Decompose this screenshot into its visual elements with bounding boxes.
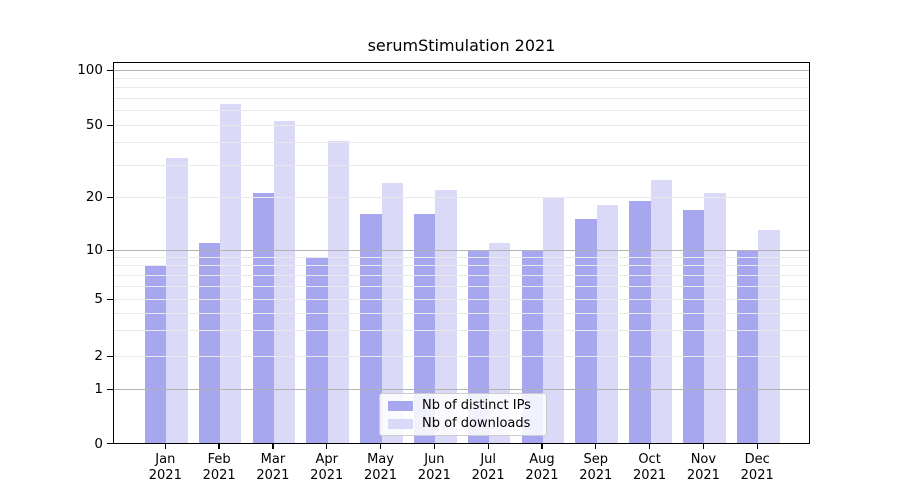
x-tick-label-apr: Apr 2021 xyxy=(310,452,344,483)
bar-downloads-nov xyxy=(704,193,726,443)
gridline-minor-70 xyxy=(114,98,809,99)
gridline-minor-20 xyxy=(114,196,809,198)
bar-downloads-mar xyxy=(273,120,296,443)
y-tick-label-5: 5 xyxy=(94,291,103,307)
legend-entry-distinct-ips: Nb of distinct IPs xyxy=(388,398,546,413)
bar-distinct-ips-jun xyxy=(414,214,436,443)
y-tick-label-50: 50 xyxy=(85,117,103,133)
x-tick-mark-feb xyxy=(218,444,220,449)
bar-distinct-ips-feb xyxy=(198,243,221,443)
bar-distinct-ips-jan xyxy=(145,266,167,443)
gridline-minor-3 xyxy=(114,330,809,332)
y-tick-mark-1 xyxy=(107,388,113,390)
x-tick-label-jul: Jul 2021 xyxy=(471,452,505,483)
plot-area xyxy=(113,62,810,444)
y-tick-label-10: 10 xyxy=(85,242,103,258)
legend-entry-downloads: Nb of downloads xyxy=(388,416,546,431)
gridline-minor-50 xyxy=(114,124,809,126)
x-tick-mark-oct xyxy=(648,444,651,449)
y-tick-mark-10 xyxy=(107,249,113,251)
bar-downloads-dec xyxy=(758,230,780,443)
x-tick-mark-mar xyxy=(272,444,274,449)
y-tick-mark-2 xyxy=(107,355,113,357)
legend: Nb of distinct IPs Nb of downloads xyxy=(379,393,547,436)
x-tick-mark-sep xyxy=(595,444,597,449)
gridline-minor-90 xyxy=(114,78,809,80)
y-tick-mark-5 xyxy=(107,298,113,300)
bar-distinct-ips-apr xyxy=(306,257,328,443)
y-tick-label-2: 2 xyxy=(94,348,103,364)
x-tick-label-sep: Sep 2021 xyxy=(579,452,613,483)
gridline-minor-6 xyxy=(114,285,809,287)
bar-distinct-ips-may xyxy=(360,214,382,443)
gridline-minor-2 xyxy=(114,355,809,357)
y-tick-mark-100 xyxy=(107,69,113,71)
gridline-major-1 xyxy=(114,388,809,390)
x-tick-mark-may xyxy=(379,444,382,449)
chart-title: serumStimulation 2021 xyxy=(367,36,556,55)
gridline-minor-30 xyxy=(114,164,809,166)
x-tick-label-dec: Dec 2021 xyxy=(740,452,774,483)
bar-downloads-oct xyxy=(650,179,672,443)
x-tick-mark-jan xyxy=(164,444,166,449)
bar-downloads-apr xyxy=(327,140,350,443)
gridline-major-100 xyxy=(114,69,809,71)
y-tick-mark-0 xyxy=(107,443,113,445)
gridline-minor-4 xyxy=(114,312,809,314)
x-tick-mark-jun xyxy=(433,444,435,449)
bar-downloads-aug xyxy=(542,197,565,443)
bar-distinct-ips-mar xyxy=(252,193,274,443)
x-tick-label-feb: Feb 2021 xyxy=(202,452,236,483)
y-tick-mark-20 xyxy=(107,196,113,198)
bar-downloads-jan xyxy=(166,157,188,443)
y-tick-label-20: 20 xyxy=(85,189,103,205)
gridline-minor-60 xyxy=(114,110,809,112)
gridline-minor-40 xyxy=(114,142,809,144)
bar-distinct-ips-dec xyxy=(736,250,759,443)
x-tick-label-oct: Oct 2021 xyxy=(633,452,667,483)
x-tick-label-jan: Jan 2021 xyxy=(148,452,182,483)
legend-swatch-downloads xyxy=(388,418,413,429)
gridline-minor-80 xyxy=(114,87,809,89)
gridline-minor-7 xyxy=(114,274,809,276)
x-tick-mark-apr xyxy=(326,444,328,449)
y-tick-label-1: 1 xyxy=(94,381,103,397)
y-tick-label-100: 100 xyxy=(77,62,103,78)
gridline-minor-9 xyxy=(114,257,809,259)
legend-swatch-distinct-ips xyxy=(388,400,413,411)
bar-distinct-ips-nov xyxy=(683,209,705,443)
x-tick-label-may: May 2021 xyxy=(363,452,398,483)
gridline-major-10 xyxy=(114,249,809,251)
y-tick-mark-50 xyxy=(107,124,113,126)
legend-label-downloads: Nb of downloads xyxy=(422,416,531,431)
x-tick-label-nov: Nov 2021 xyxy=(686,452,720,483)
bar-downloads-feb xyxy=(220,104,242,443)
y-tick-label-0: 0 xyxy=(94,435,103,452)
x-tick-mark-dec xyxy=(756,444,758,449)
x-tick-mark-jul xyxy=(487,444,489,449)
bar-downloads-sep xyxy=(596,205,619,443)
x-tick-mark-aug xyxy=(541,444,543,449)
bar-downloads-jun xyxy=(435,189,457,443)
legend-label-distinct-ips: Nb of distinct IPs xyxy=(422,398,531,413)
x-tick-label-mar: Mar 2021 xyxy=(256,452,290,483)
bar-distinct-ips-oct xyxy=(629,201,651,443)
gridline-minor-8 xyxy=(114,265,809,267)
x-tick-label-aug: Aug 2021 xyxy=(525,452,559,483)
x-tick-mark-nov xyxy=(702,444,705,449)
gridline-minor-5 xyxy=(114,298,809,300)
x-tick-label-jun: Jun 2021 xyxy=(417,452,451,483)
